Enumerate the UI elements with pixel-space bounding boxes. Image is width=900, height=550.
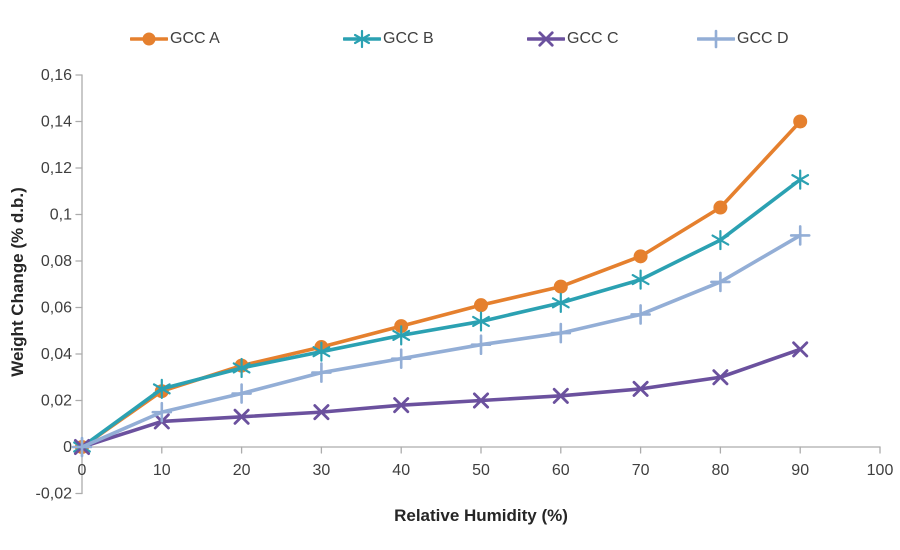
series-gcc-d xyxy=(71,225,811,458)
asterisk-marker-icon xyxy=(343,29,381,49)
svg-text:0,14: 0,14 xyxy=(41,114,72,131)
legend: GCC A GCC B GCC C GCC D xyxy=(0,28,900,50)
svg-text:90: 90 xyxy=(791,462,809,479)
legend-item-gcc-c: GCC C xyxy=(527,28,619,50)
circle-marker-icon xyxy=(130,32,168,46)
svg-text:100: 100 xyxy=(867,462,894,479)
svg-text:60: 60 xyxy=(552,462,570,479)
svg-text:70: 70 xyxy=(632,462,650,479)
svg-text:0: 0 xyxy=(63,439,72,456)
svg-text:0,04: 0,04 xyxy=(41,346,72,363)
series-gcc-c xyxy=(73,341,809,456)
svg-text:0,06: 0,06 xyxy=(41,300,72,317)
svg-text:50: 50 xyxy=(472,462,490,479)
plus-marker-icon xyxy=(697,29,735,49)
y-axis-title: Weight Change (% d.b.) xyxy=(8,187,27,377)
svg-text:40: 40 xyxy=(392,462,410,479)
svg-text:-0,02: -0,02 xyxy=(36,486,73,503)
svg-text:0: 0 xyxy=(78,462,87,479)
x-axis-title: Relative Humidity (%) xyxy=(394,506,568,525)
legend-label: GCC B xyxy=(383,30,434,47)
legend-item-gcc-d: GCC D xyxy=(697,28,789,50)
svg-text:0,1: 0,1 xyxy=(50,207,72,224)
svg-text:0,08: 0,08 xyxy=(41,253,72,270)
legend-item-gcc-a: GCC A xyxy=(130,28,220,50)
legend-label: GCC D xyxy=(737,30,789,47)
legend-item-gcc-b: GCC B xyxy=(343,28,434,50)
legend-label: GCC A xyxy=(170,30,220,47)
svg-text:0,02: 0,02 xyxy=(41,393,72,410)
svg-text:0,16: 0,16 xyxy=(41,67,72,84)
svg-text:0,12: 0,12 xyxy=(41,160,72,177)
svg-text:30: 30 xyxy=(313,462,331,479)
svg-text:10: 10 xyxy=(153,462,171,479)
legend-label: GCC C xyxy=(567,30,619,47)
x-marker-icon xyxy=(527,31,565,47)
svg-text:20: 20 xyxy=(233,462,251,479)
series-gcc-b xyxy=(73,169,810,458)
svg-text:80: 80 xyxy=(712,462,730,479)
